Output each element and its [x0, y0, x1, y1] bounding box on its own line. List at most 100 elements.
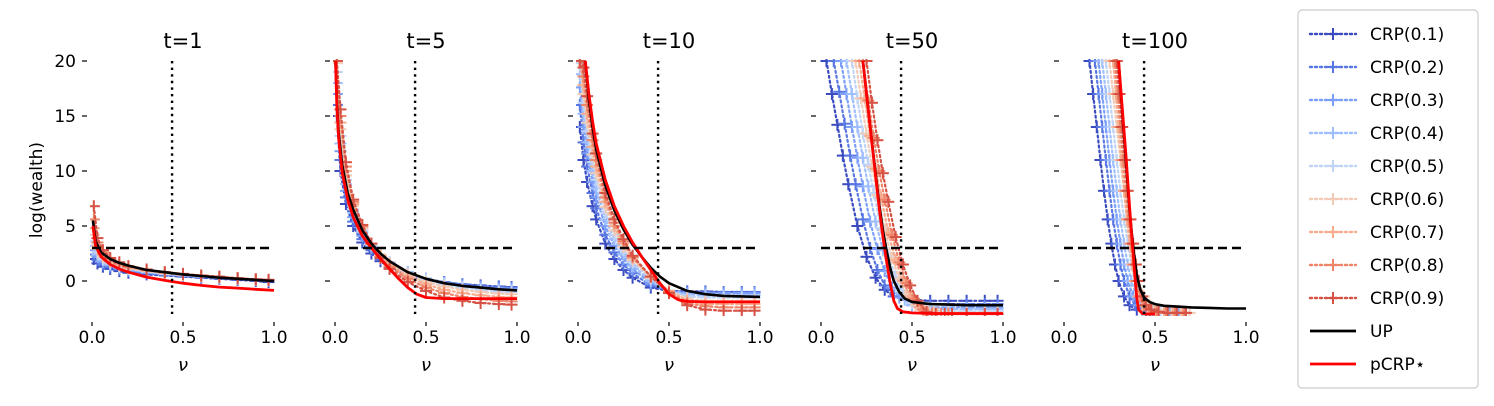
crp-series-line	[335, 114, 513, 289]
crp-marker	[505, 298, 518, 311]
legend-label: UP	[1370, 322, 1393, 342]
crp-series-line	[335, 92, 513, 290]
panel-title: t=10	[643, 29, 696, 53]
crp-marker	[456, 294, 469, 307]
x-tick-label: 0.0	[1050, 328, 1077, 348]
crp-marker	[590, 202, 603, 215]
x-axis-label: ν	[907, 355, 917, 376]
crp-marker	[889, 231, 902, 243]
crp-marker	[1110, 59, 1123, 67]
crp-series-7	[333, 59, 518, 304]
crp-marker	[871, 134, 884, 147]
legend-item-4: CRP(0.5)	[1308, 157, 1444, 177]
crp-marker	[717, 304, 730, 316]
crp-marker	[577, 154, 590, 166]
crp-marker	[420, 284, 432, 297]
panel-title: t=1	[163, 29, 202, 53]
legend-frame	[1297, 9, 1479, 389]
legend-item-2: CRP(0.3)	[1308, 91, 1444, 111]
legend-label: CRP(0.6)	[1370, 190, 1444, 210]
crp-marker	[825, 88, 838, 100]
crp-marker	[882, 195, 895, 208]
legend-label: CRP(0.9)	[1370, 289, 1444, 309]
crp-marker	[577, 61, 590, 74]
plot-area	[333, 59, 518, 311]
crp-series-6	[333, 59, 518, 301]
x-tick-label: 1.0	[1232, 328, 1259, 348]
crp-marker	[838, 117, 851, 130]
crp-series-3	[333, 88, 518, 295]
x-axis-label: ν	[178, 355, 188, 376]
x-tick-label: 0.5	[1141, 328, 1168, 348]
legend-item-9: UP	[1310, 322, 1393, 342]
crp-series-line	[335, 103, 513, 289]
pcrp-line	[334, 60, 517, 301]
legend-item-0: CRP(0.1)	[1308, 25, 1444, 45]
crp-marker	[876, 167, 889, 180]
x-tick-label: 0.5	[655, 328, 682, 348]
legend-item-1: CRP(0.2)	[1308, 58, 1444, 78]
legend-label: CRP(0.5)	[1370, 157, 1444, 177]
legend-item-5: CRP(0.6)	[1308, 190, 1444, 210]
crp-series-line	[839, 59, 999, 309]
legend-item-3: CRP(0.4)	[1308, 124, 1444, 144]
panel-4: t=100 0.0 0.5 1.0 ν	[1050, 29, 1259, 376]
crp-marker	[896, 258, 909, 271]
x-tick-label: 0.0	[321, 328, 348, 348]
pcrp-line	[861, 60, 1003, 315]
crp-marker	[735, 304, 748, 316]
x-axis-label: ν	[1150, 355, 1160, 376]
x-tick-label: 1.0	[260, 328, 287, 348]
crp-series-line	[861, 59, 999, 316]
crp-marker	[492, 298, 505, 311]
crp-series-9	[333, 59, 518, 311]
up-line	[91, 220, 275, 283]
panel-title: t=5	[406, 29, 445, 53]
crp-series-line	[1108, 59, 1191, 314]
pcrp-line	[583, 60, 760, 304]
x-tick-label: 1.0	[989, 328, 1016, 348]
crp-marker	[849, 178, 862, 191]
crp-marker	[1152, 305, 1165, 316]
legend-item-6: CRP(0.7)	[1308, 223, 1444, 243]
panel-3: t=50 0.0 0.5 1.0 ν	[807, 29, 1016, 376]
crp-marker	[860, 59, 873, 67]
x-tick-label: 1.0	[746, 328, 773, 348]
crp-marker	[860, 250, 873, 263]
up-line	[334, 60, 518, 292]
crp-series-line	[578, 86, 756, 295]
y-tick-label: 20	[54, 52, 76, 72]
legend-label: CRP(0.8)	[1370, 256, 1444, 276]
plot-area	[1083, 59, 1246, 316]
crp-series-1	[820, 59, 1004, 307]
x-tick-label: 0.0	[564, 328, 591, 348]
legend-label: pCRP⋆	[1370, 355, 1425, 375]
legend-item-8: CRP(0.9)	[1308, 289, 1444, 309]
panel-2: t=10 0.0 0.5 1.0 ν	[564, 29, 773, 376]
crp-series-line	[335, 70, 513, 294]
pcrp-line	[91, 225, 275, 292]
legend-label: CRP(0.1)	[1370, 25, 1444, 45]
crp-marker	[90, 200, 100, 213]
panel-title: t=100	[1122, 29, 1188, 53]
crp-series-line	[1101, 59, 1184, 314]
panels-group: t=1 0.0 0.5 1.0 ν 0 5 10 15 20 t=5 0.0 0.5 1.0 ν t=10 0.…	[54, 29, 1259, 376]
legend-label: CRP(0.3)	[1370, 91, 1444, 111]
plot-area	[90, 200, 275, 292]
crp-marker	[856, 213, 869, 226]
x-tick-label: 0.0	[807, 328, 834, 348]
crp-marker	[833, 85, 846, 98]
crp-marker	[699, 303, 712, 316]
crp-marker	[871, 264, 884, 276]
crp-marker	[904, 279, 917, 292]
x-tick-label: 0.5	[898, 328, 925, 348]
panel-title: t=50	[886, 29, 939, 53]
crp-series-line	[335, 81, 513, 292]
crp-series-line	[1097, 59, 1180, 314]
legend-label: CRP(0.7)	[1370, 223, 1444, 243]
crp-series-line	[1104, 59, 1188, 314]
crp-series-8	[333, 59, 518, 308]
y-tick-label: 0	[65, 272, 76, 292]
x-tick-label: 0.5	[169, 328, 196, 348]
